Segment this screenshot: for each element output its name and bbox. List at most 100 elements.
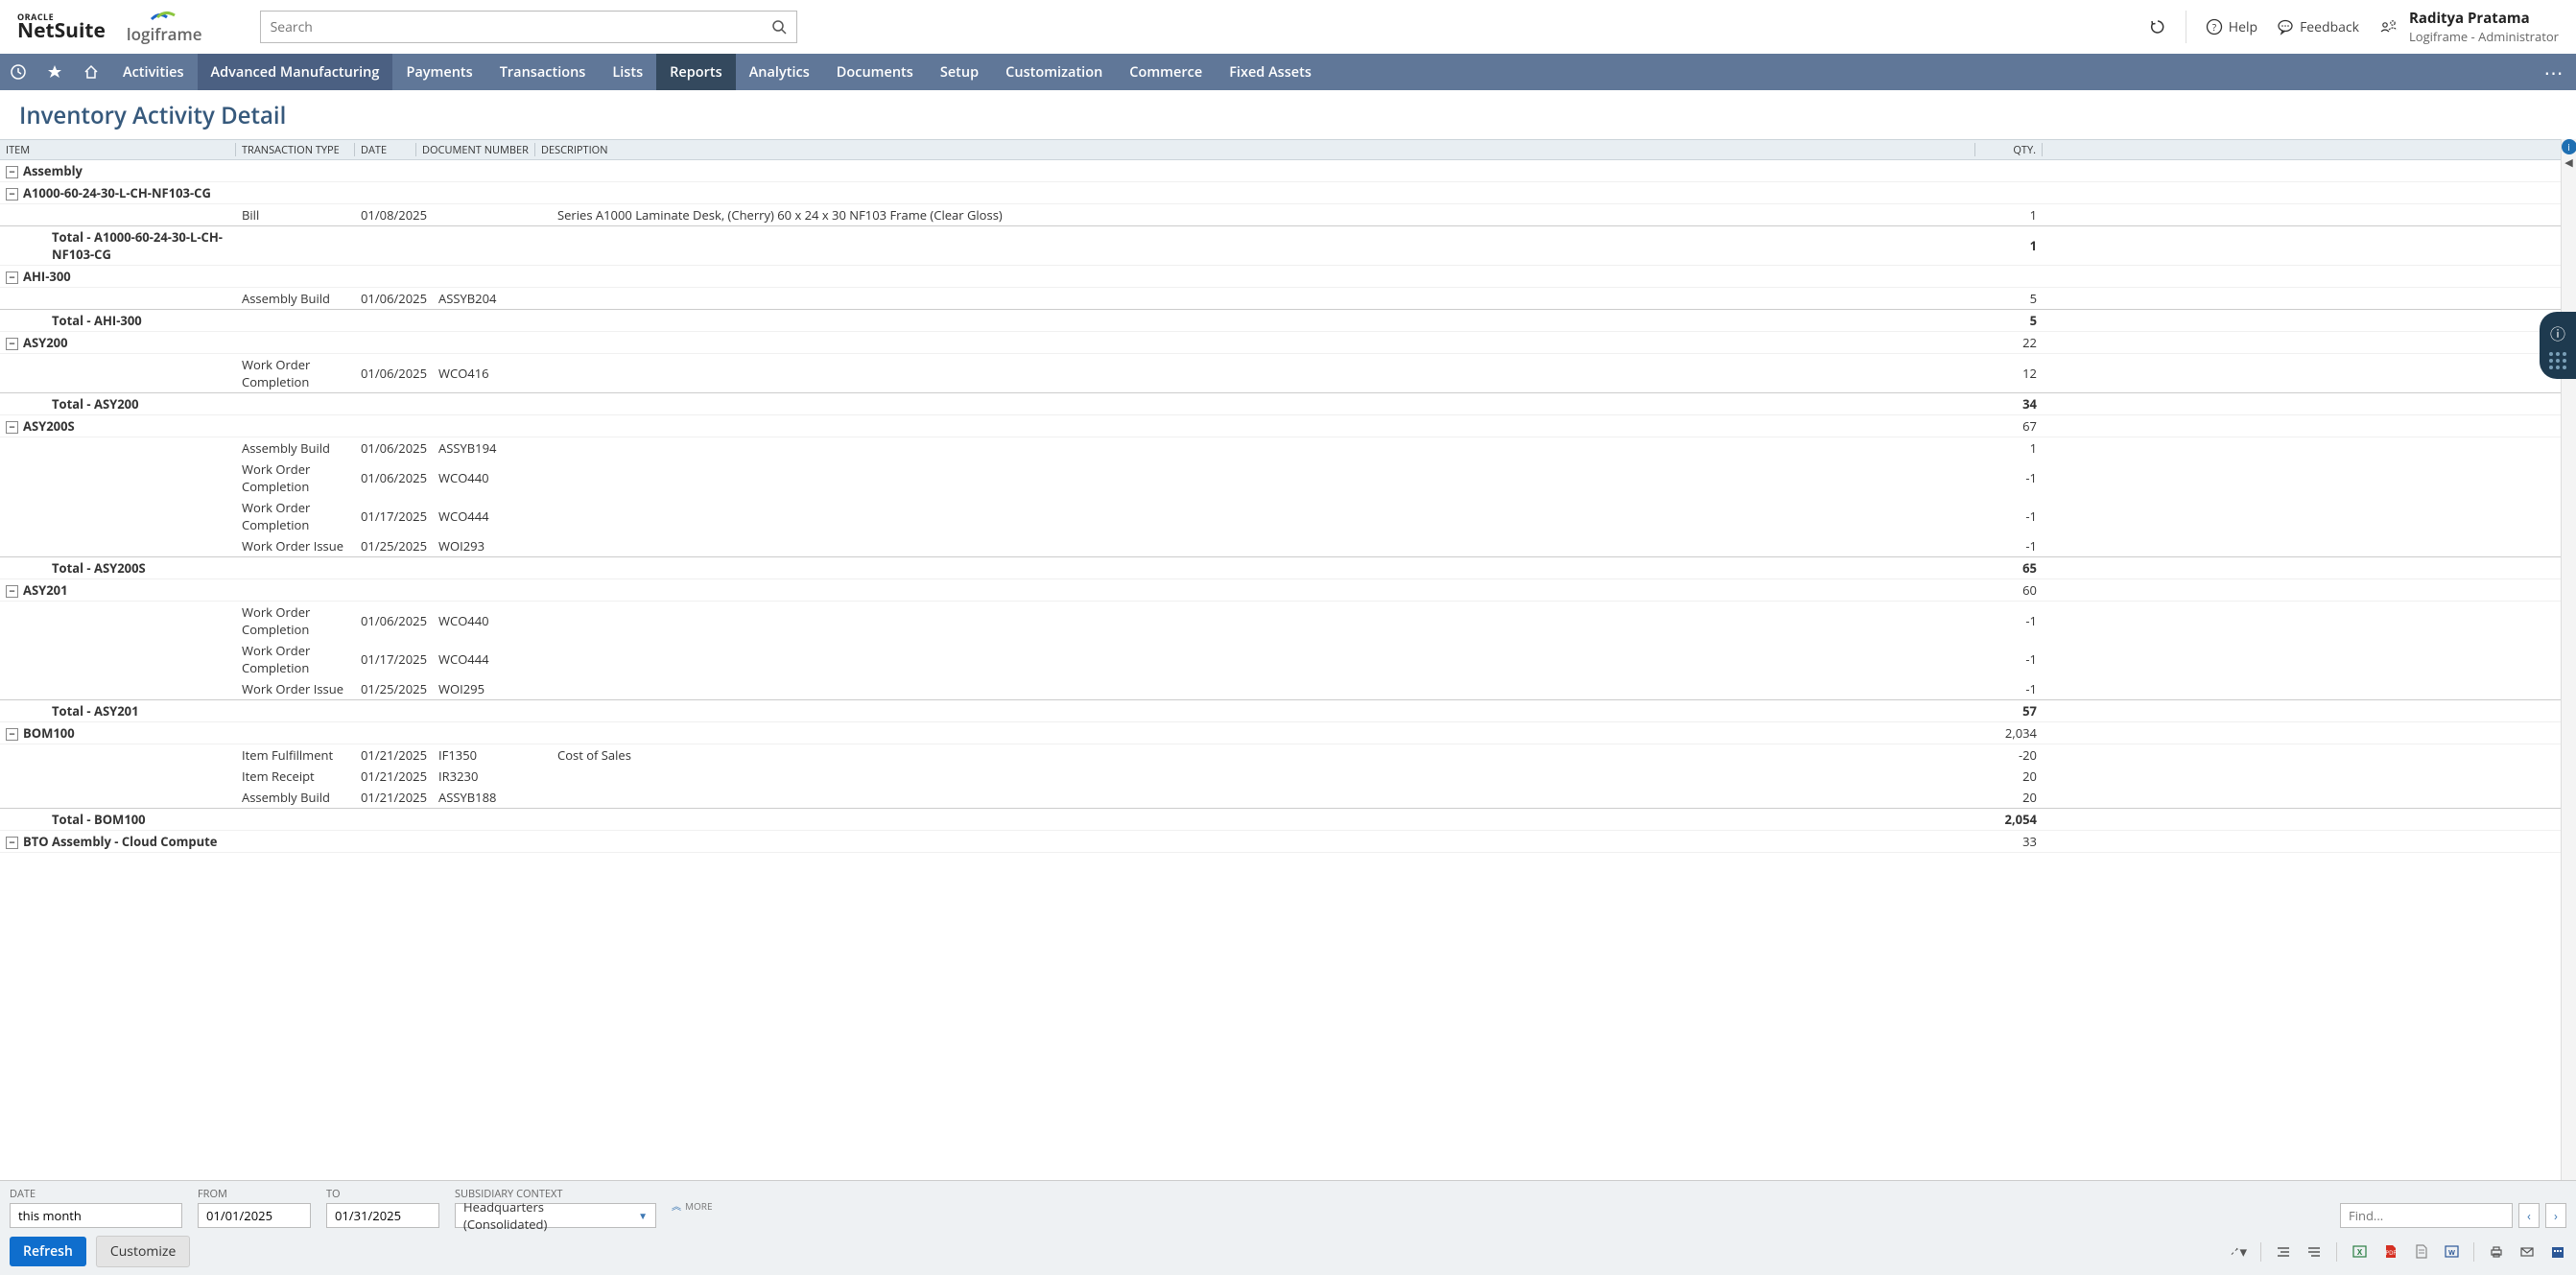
export-csv-icon[interactable]	[2412, 1243, 2429, 1261]
table-row[interactable]: Work Order Completion01/17/2025WCO444-1	[0, 640, 2561, 678]
email-icon[interactable]	[2518, 1243, 2536, 1261]
table-row[interactable]: −ASY20160	[0, 579, 2561, 602]
search-input[interactable]	[271, 18, 771, 36]
nav-tab-activities[interactable]: Activities	[109, 54, 198, 90]
table-row[interactable]: −ASY200S67	[0, 415, 2561, 437]
filter-date: DATE	[10, 1187, 182, 1228]
table-row[interactable]: −AHI-300	[0, 266, 2561, 288]
nav-home-icon[interactable]	[73, 54, 109, 90]
nav-recent-icon[interactable]	[0, 54, 36, 90]
table-row[interactable]: Total - ASY200S65	[0, 556, 2561, 579]
table-row[interactable]: Bill01/08/2025Series A1000 Laminate Desk…	[0, 204, 2561, 225]
options-icon[interactable]: ▾	[2230, 1243, 2247, 1261]
table-row[interactable]: Total - AHI-3005	[0, 309, 2561, 332]
group-label: Assembly	[23, 162, 83, 179]
nav-tab-transactions[interactable]: Transactions	[486, 54, 600, 90]
table-row[interactable]: Assembly Build01/21/2025ASSYB18820	[0, 787, 2561, 808]
nav-tab-payments[interactable]: Payments	[392, 54, 485, 90]
nav-favorite-icon[interactable]	[36, 54, 73, 90]
table-row[interactable]: Total - A1000-60-24-30-L-CH-NF103-CG1	[0, 225, 2561, 266]
table-row[interactable]: Work Order Completion01/06/2025WCO440-1	[0, 602, 2561, 640]
table-row[interactable]: Assembly Build01/06/2025ASSYB1941	[0, 437, 2561, 459]
print-icon[interactable]	[2488, 1243, 2505, 1261]
info-toggle-icon[interactable]: i	[2562, 139, 2576, 154]
find-input[interactable]	[2340, 1203, 2513, 1228]
table-row[interactable]: Item Fulfillment01/21/2025IF1350Cost of …	[0, 744, 2561, 766]
collapse-toggle-icon[interactable]: −	[6, 421, 18, 434]
table-row[interactable]: −Assembly	[0, 160, 2561, 182]
table-row[interactable]: Assembly Build01/06/2025ASSYB2045	[0, 288, 2561, 309]
export-excel-icon[interactable]: X	[2351, 1243, 2368, 1261]
expand-icon[interactable]	[2275, 1243, 2292, 1261]
next-page-icon[interactable]: ›	[2545, 1203, 2566, 1228]
subsidiary-select[interactable]: Headquarters (Consolidated) ▼	[455, 1203, 656, 1228]
nav-tab-advanced-manufacturing[interactable]: Advanced Manufacturing	[198, 54, 393, 90]
help-link[interactable]: ? Help	[2206, 18, 2257, 36]
nav-tab-documents[interactable]: Documents	[823, 54, 927, 90]
collapse-toggle-icon[interactable]: −	[6, 188, 18, 201]
table-row[interactable]: Work Order Completion01/06/2025WCO440-1	[0, 459, 2561, 497]
col-document-number[interactable]: DOCUMENT NUMBER	[416, 143, 535, 156]
nav-more-icon[interactable]: ⋯	[2532, 54, 2576, 90]
nav-tab-commerce[interactable]: Commerce	[1116, 54, 1216, 90]
table-row[interactable]: −BTO Assembly - Cloud Compute33	[0, 831, 2561, 853]
table-row[interactable]: −BOM1002,034	[0, 722, 2561, 744]
collapse-toggle-icon[interactable]: −	[6, 166, 18, 178]
nav-tab-lists[interactable]: Lists	[599, 54, 656, 90]
widget-grid-icon[interactable]	[2549, 352, 2566, 369]
collapse-icon[interactable]	[2305, 1243, 2323, 1261]
date-label: DATE	[10, 1187, 182, 1201]
table-row[interactable]: Total - ASY20034	[0, 392, 2561, 415]
document-cell: ASSYB188	[433, 789, 552, 806]
collapse-toggle-icon[interactable]: −	[6, 837, 18, 849]
export-word-icon[interactable]: W	[2443, 1243, 2460, 1261]
table-row[interactable]: Work Order Issue01/25/2025WOI293-1	[0, 535, 2561, 556]
table-row[interactable]: −ASY20022	[0, 332, 2561, 354]
date-cell: 01/06/2025	[355, 612, 433, 629]
nav-tab-setup[interactable]: Setup	[927, 54, 992, 90]
oracle-netsuite-logo[interactable]: ORACLE NetSuite	[17, 12, 106, 41]
col-description[interactable]: DESCRIPTION	[535, 143, 1975, 156]
global-search[interactable]	[260, 11, 797, 43]
transaction-type-cell: Assembly Build	[236, 789, 355, 806]
table-row[interactable]: −A1000-60-24-30-L-CH-NF103-CG	[0, 182, 2561, 204]
collapse-sidebar-icon[interactable]: ◀	[2562, 154, 2576, 170]
table-row[interactable]: Total - ASY20157	[0, 699, 2561, 722]
table-row[interactable]: Work Order Completion01/06/2025WCO41612	[0, 354, 2561, 392]
nav-tab-analytics[interactable]: Analytics	[736, 54, 823, 90]
customize-button[interactable]: Customize	[96, 1236, 190, 1267]
collapse-toggle-icon[interactable]: −	[6, 338, 18, 350]
collapse-toggle-icon[interactable]: −	[6, 272, 18, 284]
feedback-link[interactable]: Feedback	[2277, 18, 2359, 36]
qty-cell: 12	[1975, 365, 2043, 382]
table-row[interactable]: Total - BOM1002,054	[0, 808, 2561, 831]
date-select[interactable]	[10, 1203, 182, 1228]
prev-page-icon[interactable]: ‹	[2518, 1203, 2540, 1228]
nav-tab-reports[interactable]: Reports	[656, 54, 736, 90]
col-qty[interactable]: QTY.	[1975, 143, 2043, 156]
nav-tab-customization[interactable]: Customization	[992, 54, 1116, 90]
table-row[interactable]: Item Receipt01/21/2025IR323020	[0, 766, 2561, 787]
search-icon[interactable]	[771, 19, 787, 35]
nav-tab-fixed-assets[interactable]: Fixed Assets	[1216, 54, 1325, 90]
col-transaction-type[interactable]: TRANSACTION TYPE	[236, 143, 355, 156]
more-filters[interactable]: ︽ MORE	[672, 1198, 713, 1213]
collapse-toggle-icon[interactable]: −	[6, 728, 18, 741]
logiframe-logo[interactable]: logiframe	[127, 10, 202, 45]
floating-help-widget[interactable]: ⓘ	[2540, 312, 2576, 379]
collapse-toggle-icon[interactable]: −	[6, 585, 18, 598]
table-row[interactable]: Work Order Completion01/17/2025WCO444-1	[0, 497, 2561, 535]
history-icon[interactable]	[2149, 18, 2166, 35]
col-date[interactable]: DATE	[355, 143, 416, 156]
table-row[interactable]: Work Order Issue01/25/2025WOI295-1	[0, 678, 2561, 699]
document-cell: ASSYB194	[433, 439, 552, 457]
export-pdf-icon[interactable]: PDF	[2381, 1243, 2399, 1261]
schedule-icon[interactable]	[2549, 1243, 2566, 1261]
user-menu[interactable]: Raditya Pratama Logiframe - Administrato…	[2378, 9, 2559, 45]
col-item[interactable]: ITEM	[0, 143, 236, 156]
to-date-input[interactable]	[326, 1203, 439, 1228]
widget-info-icon[interactable]: ⓘ	[2550, 321, 2565, 344]
report-grid[interactable]: −Assembly−A1000-60-24-30-L-CH-NF103-CGBi…	[0, 160, 2561, 1180]
refresh-button[interactable]: Refresh	[10, 1237, 86, 1266]
from-date-input[interactable]	[198, 1203, 311, 1228]
